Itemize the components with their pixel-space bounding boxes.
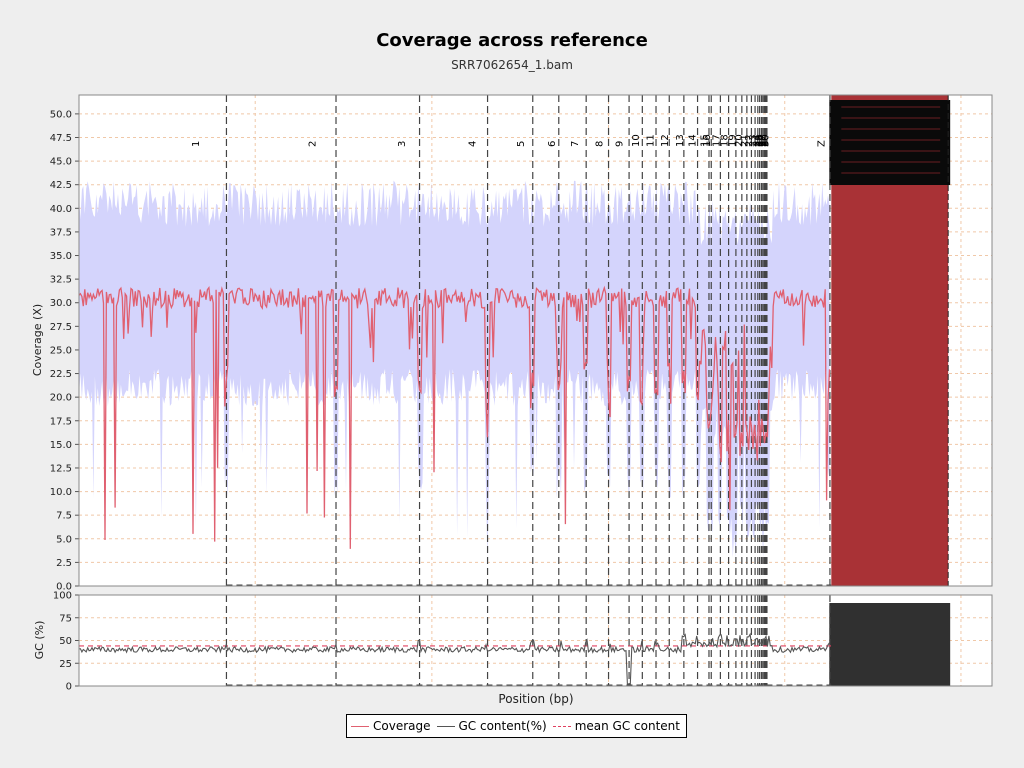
gc-y-ticks: 0 25 50 75 100 bbox=[53, 591, 79, 693]
chart-title: Coverage across reference bbox=[376, 30, 648, 51]
y-tick-label: 5.0 bbox=[56, 534, 72, 545]
chromosome-label: 26 bbox=[755, 134, 766, 147]
gc-y-axis-label: GC (%) bbox=[33, 621, 46, 660]
chromosome-label: 8 bbox=[594, 141, 605, 147]
coverage-line bbox=[78, 285, 831, 549]
chromosome-label: Z bbox=[816, 140, 827, 147]
chromosome-label: 6 bbox=[547, 141, 558, 147]
gc-tick-label: 25 bbox=[59, 659, 72, 670]
chromosome-label: 15 bbox=[699, 134, 710, 147]
gc-swatch bbox=[436, 725, 455, 727]
chromosome-label: 4 bbox=[468, 141, 479, 147]
y-tick-label: 22.5 bbox=[50, 369, 72, 380]
chromosome-label: 3 bbox=[397, 141, 408, 147]
legend-label-gc: GC content(%) bbox=[458, 719, 547, 733]
chromosome-label: 2 bbox=[308, 141, 319, 147]
chromosome-label: 25 bbox=[753, 134, 764, 147]
chromosome-label: 24 bbox=[751, 134, 762, 147]
chromosome-label: 14 bbox=[688, 134, 699, 147]
legend: Coverage GC content(%) mean GC content bbox=[346, 714, 687, 738]
gc-line-group bbox=[78, 632, 830, 685]
chromosome-boundaries bbox=[225, 95, 832, 586]
y-tick-label: 50.0 bbox=[50, 109, 72, 120]
gc-contig-block bbox=[829, 603, 951, 686]
legend-label-mean-gc: mean GC content bbox=[574, 719, 680, 733]
chromosome-label: 27 bbox=[757, 134, 768, 147]
chromosome-label: 12 bbox=[660, 134, 671, 147]
contig-label-clutter bbox=[829, 100, 951, 185]
y-tick-label: 27.5 bbox=[50, 322, 72, 333]
legend-item-coverage: Coverage bbox=[351, 719, 431, 733]
chromosome-label: 30 bbox=[761, 134, 772, 147]
chromosome-label: 19 bbox=[728, 134, 739, 147]
chromosome-label: 22 bbox=[744, 134, 755, 147]
chromosome-label: 17 bbox=[711, 134, 722, 147]
gc-tick-label: 50 bbox=[59, 636, 72, 647]
y-tick-label: 0.0 bbox=[56, 582, 72, 593]
y-tick-label: 42.5 bbox=[50, 180, 72, 191]
chromosome-label: 29 bbox=[760, 134, 771, 147]
chromosome-label: 18 bbox=[720, 134, 731, 147]
coverage-y-axis-label: Coverage (X) bbox=[31, 304, 44, 376]
chromosome-label: 10 bbox=[631, 134, 642, 147]
coverage-line-group bbox=[78, 285, 831, 549]
chromosome-label: 13 bbox=[675, 134, 686, 147]
chromosome-label: 1 bbox=[191, 141, 202, 147]
y-tick-label: 40.0 bbox=[50, 204, 72, 215]
gc-tick-label: 0 bbox=[66, 682, 72, 693]
gc-line bbox=[78, 632, 830, 685]
legend-item-gc: GC content(%) bbox=[436, 719, 547, 733]
y-tick-label: 25.0 bbox=[50, 345, 72, 356]
y-tick-label: 10.0 bbox=[50, 487, 72, 498]
chromosome-labels: 1 2 3 4 5 6 7 8 9 10 11 12 13 14 151617181920212223242… bbox=[191, 134, 827, 147]
y-tick-label: 7.5 bbox=[56, 511, 72, 522]
contig-block bbox=[829, 95, 951, 586]
y-tick-label: 35.0 bbox=[50, 251, 72, 262]
chromosome-label: 23 bbox=[748, 134, 759, 147]
y-tick-label: 17.5 bbox=[50, 416, 72, 427]
x-axis-label: Position (bp) bbox=[498, 692, 573, 706]
coverage-plot-frame bbox=[78, 94, 993, 587]
chart-subtitle: SRR7062654_1.bam bbox=[451, 58, 573, 72]
y-tick-label: 30.0 bbox=[50, 298, 72, 309]
chromosome-label: 7 bbox=[570, 141, 581, 147]
y-tick-label: 32.5 bbox=[50, 275, 72, 286]
coverage-y-ticks: 0.0 2.5 5.0 7.5 10.0 12.5 15.0 17.5 20.0 22.5 25.0… bbox=[50, 109, 79, 593]
gc-plot-frame bbox=[78, 594, 993, 687]
chromosome-label: 11 bbox=[646, 134, 657, 147]
chromosome-label: 28 bbox=[758, 134, 769, 147]
y-tick-label: 20.0 bbox=[50, 393, 72, 404]
chromosome-label: 16 bbox=[702, 134, 713, 147]
chromosome-label: 21 bbox=[740, 134, 751, 147]
legend-item-mean-gc: mean GC content bbox=[552, 719, 680, 733]
chromosome-label: 9 bbox=[615, 141, 626, 147]
y-tick-label: 15.0 bbox=[50, 440, 72, 451]
gc-tick-label: 100 bbox=[53, 591, 72, 602]
gc-contig-block bbox=[829, 603, 951, 686]
legend-label-coverage: Coverage bbox=[373, 719, 431, 733]
chromosome-label: 5 bbox=[516, 141, 527, 147]
y-tick-label: 47.5 bbox=[50, 133, 72, 144]
chromosome-label: 20 bbox=[734, 134, 745, 147]
mean-gc-swatch bbox=[552, 725, 571, 727]
y-tick-label: 2.5 bbox=[56, 558, 72, 569]
gc-tick-label: 75 bbox=[59, 613, 72, 624]
y-tick-label: 12.5 bbox=[50, 463, 72, 474]
y-tick-label: 37.5 bbox=[50, 227, 72, 238]
y-tick-label: 45.0 bbox=[50, 157, 72, 168]
coverage-swatch bbox=[351, 725, 369, 727]
